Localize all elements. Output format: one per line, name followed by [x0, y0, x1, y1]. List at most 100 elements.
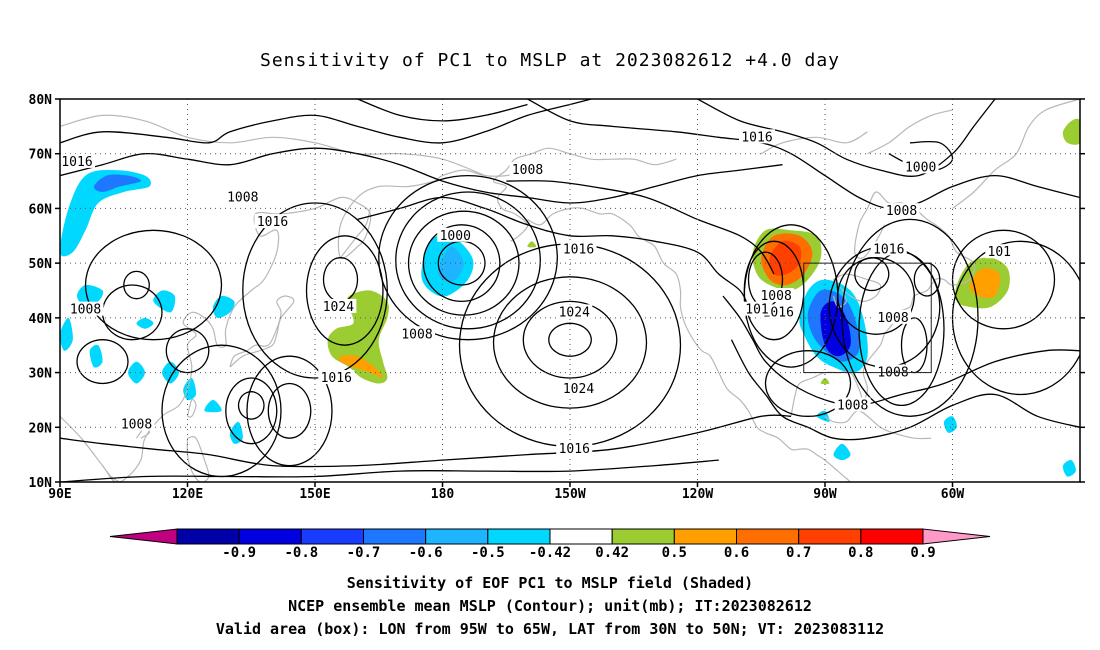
shade-blob	[437, 246, 464, 282]
contour-label: 1008	[760, 289, 791, 304]
contour-label: 1016	[321, 371, 352, 386]
shade-blob	[153, 290, 176, 313]
lon-label: 120W	[682, 487, 713, 502]
mslp-isobar	[743, 224, 839, 368]
contour-label-bg	[67, 301, 104, 316]
contour-label-bg	[224, 189, 261, 204]
mslp-contours	[60, 99, 1080, 482]
contour-label-bg	[556, 441, 593, 456]
colorbar-swatch	[611, 528, 675, 545]
mslp-isobar	[60, 414, 792, 468]
mslp-isobar	[378, 174, 558, 341]
colorbar-swatch	[549, 528, 613, 545]
lat-label: 10N	[29, 476, 53, 491]
contour-label: 1016	[559, 442, 590, 457]
colorbar-low-triangle	[109, 528, 178, 545]
mslp-isobar	[322, 257, 359, 303]
coastline	[867, 109, 953, 155]
shade-blob	[943, 416, 957, 433]
colorbar-label: -0.6	[409, 545, 443, 561]
shade-blob	[136, 317, 154, 329]
mslp-isobar	[841, 218, 979, 417]
contour-label: 1008	[227, 190, 258, 205]
shade-blob	[128, 361, 145, 384]
mslp-isobar	[161, 344, 282, 478]
contour-label-bg	[556, 304, 593, 319]
contour-label-bg	[254, 214, 291, 229]
contour-label: 1008	[886, 204, 917, 219]
contour-label-bg	[399, 326, 435, 341]
lat-label: 50N	[29, 257, 53, 272]
contour-label-bg	[870, 241, 907, 256]
mslp-isobar	[697, 99, 996, 177]
mslp-isobar	[900, 317, 928, 374]
coastline	[60, 114, 486, 177]
lon-label: 120E	[172, 487, 203, 502]
caption-line-2: NCEP ensemble mean MSLP (Contour); unit(…	[288, 597, 812, 615]
mslp-isobar	[267, 382, 312, 439]
contour-label: 1008	[877, 366, 908, 381]
shade-blob	[60, 317, 73, 351]
contour-label: 1016	[873, 242, 904, 257]
contour-label-bg	[560, 241, 597, 256]
chart-title: Sensitivity of PC1 to MSLP at 2023082612…	[259, 50, 840, 71]
colorbar-label: -0.9	[222, 545, 256, 561]
shade-blob	[1062, 118, 1080, 145]
shade-blob	[60, 170, 151, 257]
mslp-isobar	[60, 459, 719, 482]
contour-label-bg	[509, 162, 546, 177]
contour-label-bg	[883, 203, 920, 218]
lon-label: 150W	[554, 487, 585, 502]
lat-label: 30N	[29, 367, 53, 382]
coastline	[833, 273, 882, 303]
lon-label: 150E	[299, 487, 330, 502]
shade-blob	[338, 355, 384, 379]
coastline	[527, 207, 851, 482]
mslp-isobar	[858, 251, 945, 407]
mslp-isobar	[437, 240, 486, 286]
latitude-labels: 80N 70N 60N 50N 40N 30N 20N 10N	[29, 93, 1085, 491]
contour-label-bg	[118, 416, 155, 431]
mslp-isobar	[246, 355, 333, 467]
shade-blob	[183, 377, 197, 401]
mslp-isobar	[747, 251, 784, 308]
mslp-isobar	[522, 300, 618, 379]
lat-label: 60N	[29, 202, 53, 217]
colorbar-label: 0.42	[595, 545, 629, 561]
colorbar-label: 0.8	[848, 545, 873, 561]
colorbar-swatch	[176, 528, 240, 545]
colorbar-label: -0.5	[471, 545, 505, 561]
mslp-isobar	[764, 350, 852, 417]
shade-blob	[1062, 459, 1076, 477]
contour-label: 1024	[559, 305, 590, 320]
contour-label: 1008	[70, 303, 101, 318]
shade-blob	[833, 443, 851, 461]
contour-label-bg	[834, 397, 871, 412]
coastline	[761, 131, 868, 155]
contour-label-bg	[875, 364, 911, 379]
mslp-isobar	[84, 229, 223, 341]
contour-label-bg	[758, 287, 795, 302]
lon-label: 180	[431, 487, 455, 502]
mslp-isobar	[458, 243, 682, 448]
mslp-isobar	[76, 339, 129, 385]
mslp-isobar	[913, 262, 941, 297]
coastline	[102, 465, 120, 482]
longitude-labels: 90E 120E 150E 180 150W 120W 90W 60W	[48, 482, 964, 502]
shade-blob	[820, 378, 830, 385]
mslp-isobar	[951, 240, 1080, 396]
coastline	[952, 99, 1080, 209]
contour-label: 1016	[257, 215, 288, 230]
contour-label: 101	[745, 303, 768, 318]
contour-label: 1000	[440, 229, 471, 244]
contour-labels: 1016 1008 1000 1016 1016 1008 1024 1016 1008 1024…	[59, 129, 1014, 457]
mslp-isobar	[225, 377, 278, 445]
mslp-isobar	[506, 180, 775, 275]
mslp-isobar	[730, 339, 1080, 441]
caption-line-3: Valid area (box): LON from 95W to 65W, L…	[215, 620, 885, 638]
colorbar-swatch	[673, 528, 737, 545]
colorbar-label: 0.9	[910, 545, 935, 561]
contour-label-bg	[875, 309, 911, 324]
colorbar-swatch	[798, 528, 862, 545]
